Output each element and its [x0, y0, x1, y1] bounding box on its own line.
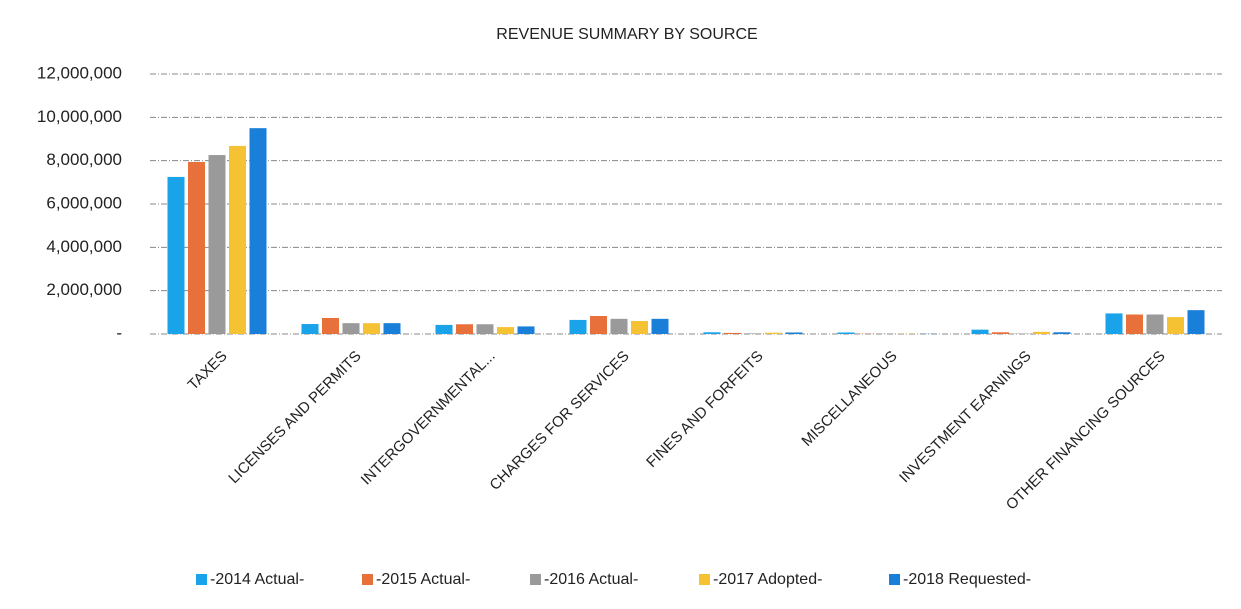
bar: [301, 324, 319, 334]
bar: [208, 155, 226, 334]
legend-swatch: [196, 574, 207, 585]
legend-label: -2017 Adopted-: [713, 571, 822, 588]
bar: [785, 332, 803, 334]
legend-swatch: [889, 574, 900, 585]
bar: [590, 316, 607, 334]
legend-swatch: [530, 574, 541, 585]
bar: [517, 326, 535, 334]
y-tick-label: 2,000,000: [46, 280, 122, 299]
y-tick-label: 10,000,000: [37, 107, 122, 126]
bar: [1187, 310, 1205, 334]
bar: [837, 332, 855, 334]
bar: [631, 321, 648, 334]
bar: [703, 332, 721, 334]
bar: [1053, 332, 1071, 334]
bar: [1167, 317, 1184, 334]
bar: [383, 323, 401, 334]
bar: [765, 332, 782, 334]
chart-title: REVENUE SUMMARY BY SOURCE: [496, 26, 757, 43]
bar: [363, 323, 380, 334]
legend-label: -2014 Actual-: [210, 571, 304, 588]
bar: [610, 318, 628, 334]
y-tick-label: 4,000,000: [46, 237, 122, 256]
legend-swatch: [699, 574, 710, 585]
y-tick-label: -: [116, 323, 122, 342]
bar: [992, 332, 1009, 334]
y-tick-label: 6,000,000: [46, 193, 122, 212]
y-tick-label: 12,000,000: [37, 63, 122, 82]
legend-label: -2018 Requested-: [903, 571, 1031, 588]
bar: [497, 327, 514, 334]
bar: [229, 145, 246, 334]
bar: [322, 317, 339, 334]
bar: [1033, 331, 1050, 334]
bar: [167, 176, 185, 334]
legend-swatch: [362, 574, 373, 585]
bar: [1126, 314, 1143, 334]
bar: [476, 324, 494, 334]
bar: [724, 332, 741, 334]
bar: [435, 324, 453, 334]
bar: [1146, 314, 1164, 334]
legend-label: -2016 Actual-: [544, 571, 638, 588]
bar: [569, 319, 587, 334]
bar: [249, 128, 267, 334]
bar: [971, 329, 989, 334]
bar: [744, 333, 762, 334]
y-tick-label: 8,000,000: [46, 150, 122, 169]
legend-label: -2015 Actual-: [376, 571, 470, 588]
bar: [651, 318, 669, 334]
bar: [342, 323, 360, 334]
bar: [1105, 313, 1123, 334]
bar: [188, 161, 205, 334]
bar: [456, 324, 473, 334]
